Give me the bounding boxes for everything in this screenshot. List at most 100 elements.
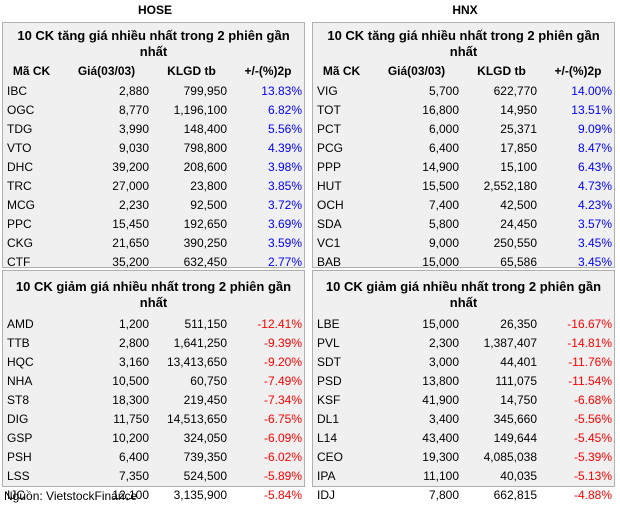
price-cell: 12,100 xyxy=(112,488,149,502)
ticker-cell: CTF xyxy=(7,255,31,269)
price-cell: 1,200 xyxy=(118,317,149,331)
table-row: PSD 13,800 111,075 -11.54% xyxy=(313,372,616,391)
table-row: PVL 2,300 1,387,407 -14.81% xyxy=(313,334,616,353)
price-cell: 18,300 xyxy=(112,393,149,407)
ticker-cell: L14 xyxy=(317,431,338,445)
ticker-cell: SDA xyxy=(317,217,342,231)
price-cell: 7,350 xyxy=(118,469,149,483)
volume-cell: 192,650 xyxy=(183,217,227,231)
ticker-cell: VTO xyxy=(7,141,32,155)
table-row: SDT 3,000 44,401 -11.76% xyxy=(313,353,616,372)
change-cell: -6.75% xyxy=(263,412,302,426)
ticker-cell: BAB xyxy=(317,255,342,269)
price-cell: 8,770 xyxy=(118,103,149,117)
change-cell: -4.88% xyxy=(573,488,612,502)
change-cell: 8.47% xyxy=(577,141,612,155)
column-header-change: +/-(%)2p xyxy=(554,63,602,78)
volume-cell: 1,196,100 xyxy=(173,103,227,117)
table-row: IJC 12,100 3,135,900 -5.84% xyxy=(3,486,306,505)
hose-heading: HOSE xyxy=(137,3,172,17)
volume-cell: 208,600 xyxy=(183,160,227,174)
ticker-cell: IDJ xyxy=(317,488,335,502)
table-row: ST8 18,300 219,450 -7.34% xyxy=(3,391,306,410)
price-cell: 3,000 xyxy=(428,355,459,369)
ticker-cell: CKG xyxy=(7,236,34,250)
price-cell: 10,200 xyxy=(112,431,149,445)
volume-cell: 13,413,650 xyxy=(166,355,227,369)
change-cell: -9.20% xyxy=(263,355,302,369)
table-row: L14 43,400 149,644 -5.45% xyxy=(313,429,616,448)
ticker-cell: DIG xyxy=(7,412,29,426)
table-row: KSF 41,900 14,750 -6.68% xyxy=(313,391,616,410)
ticker-cell: AMD xyxy=(7,317,34,331)
price-cell: 27,000 xyxy=(112,179,149,193)
table-row: TTB 2,800 1,641,250 -9.39% xyxy=(3,334,306,353)
table-row: TDG 3,990 148,400 5.56% xyxy=(3,120,306,139)
price-cell: 2,300 xyxy=(428,336,459,350)
price-cell: 3,160 xyxy=(118,355,149,369)
table-row: HUT 15,500 2,552,180 4.73% xyxy=(313,177,616,196)
table-row: VIG 5,700 622,770 14.00% xyxy=(313,82,616,101)
price-cell: 39,200 xyxy=(112,160,149,174)
change-cell: -5.39% xyxy=(573,450,612,464)
column-header-change: +/-(%)2p xyxy=(244,63,292,78)
table-row: OCH 7,400 42,500 4.23% xyxy=(313,196,616,215)
price-cell: 5,700 xyxy=(428,84,459,98)
volume-cell: 219,450 xyxy=(183,393,227,407)
hnx-top-gainers-panel: 10 CK tăng giá nhiều nhất trong 2 phiên … xyxy=(312,22,616,269)
ticker-cell: PPP xyxy=(317,160,342,174)
losers-table: LBE 15,000 26,350 -16.67% PVL 2,300 1,387,407 -… xyxy=(313,315,616,505)
ticker-cell: GSP xyxy=(7,431,33,445)
volume-cell: 622,770 xyxy=(493,84,537,98)
ticker-cell: PVL xyxy=(317,336,340,350)
table-row: IBC 2,880 799,950 13.83% xyxy=(3,82,306,101)
price-cell: 3,990 xyxy=(118,122,149,136)
change-cell: 4.23% xyxy=(577,198,612,212)
ticker-cell: OCH xyxy=(317,198,344,212)
volume-cell: 345,660 xyxy=(493,412,537,426)
table-row: OGC 8,770 1,196,100 6.82% xyxy=(3,101,306,120)
change-cell: 3.85% xyxy=(267,179,302,193)
change-cell: 14.00% xyxy=(571,84,612,98)
volume-cell: 40,035 xyxy=(500,469,537,483)
hnx-top-losers-panel: 10 CK giảm giá nhiều nhất trong 2 phiên … xyxy=(312,270,615,502)
price-cell: 16,800 xyxy=(422,103,459,117)
ticker-cell: ST8 xyxy=(7,393,30,407)
price-cell: 13,800 xyxy=(422,374,459,388)
column-header-price: Giá(03/03) xyxy=(387,63,446,78)
price-cell: 11,100 xyxy=(423,469,459,483)
change-cell: 3.45% xyxy=(577,236,612,250)
ticker-cell: CEO xyxy=(317,450,344,464)
volume-cell: 14,513,650 xyxy=(166,412,227,426)
gainers-table: Mã CK Giá(03/03) KLGD tb +/-(%)2p IBC 2,8… xyxy=(3,60,306,272)
change-cell: 3.98% xyxy=(267,160,302,174)
change-cell: -14.81% xyxy=(567,336,612,350)
hose-top-gainers-panel: 10 CK tăng giá nhiều nhất trong 2 phiên … xyxy=(2,22,305,269)
volume-cell: 4,085,038 xyxy=(483,450,537,464)
ticker-cell: PCG xyxy=(317,141,344,155)
hnx-heading: HNX xyxy=(452,3,478,17)
volume-cell: 60,750 xyxy=(190,374,227,388)
price-cell: 15,000 xyxy=(422,317,459,331)
ticker-cell: PSH xyxy=(7,450,32,464)
table-row: CKG 21,650 390,250 3.59% xyxy=(3,234,306,253)
table-row: IPA 11,100 40,035 -5.13% xyxy=(313,467,616,486)
table-row: DIG 11,750 14,513,650 -6.75% xyxy=(3,410,306,429)
volume-cell: 3,135,900 xyxy=(173,488,227,502)
change-cell: 13.51% xyxy=(571,103,612,117)
change-cell: 6.43% xyxy=(577,160,612,174)
table-row: AMD 1,200 511,150 -12.41% xyxy=(3,315,306,334)
price-cell: 7,400 xyxy=(428,198,459,212)
change-cell: -16.67% xyxy=(567,317,612,331)
table-row: LSS 7,350 524,500 -5.89% xyxy=(3,467,306,486)
ticker-cell: LSS xyxy=(7,469,30,483)
price-cell: 43,400 xyxy=(422,431,459,445)
table-row: TRC 27,000 23,800 3.85% xyxy=(3,177,306,196)
change-cell: -12.41% xyxy=(257,317,302,331)
change-cell: 2.77% xyxy=(267,255,302,269)
change-cell: 6.82% xyxy=(267,103,302,117)
ticker-cell: NHA xyxy=(7,374,33,388)
volume-cell: 42,500 xyxy=(500,198,537,212)
change-cell: 3.59% xyxy=(267,236,302,250)
table-row: IDJ 7,800 662,815 -4.88% xyxy=(313,486,616,505)
